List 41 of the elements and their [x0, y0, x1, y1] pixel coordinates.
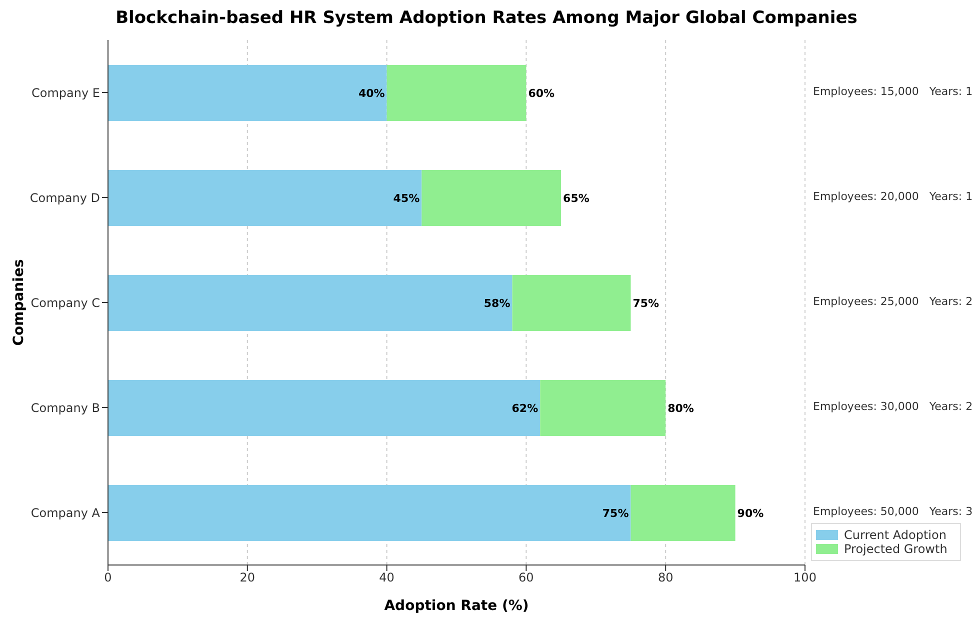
text: Employees: 50,000 Years: 3 [813, 504, 973, 518]
total-label: 80% [668, 402, 694, 415]
x-tick-label: 80 [658, 570, 674, 585]
text: Employees: 25,000 Years: 2 [813, 294, 973, 308]
data-label: 75% [602, 506, 629, 520]
text: Employees: 15,000 Years: 1 [813, 84, 973, 98]
x-axis-title: Adoption Rate (%) [384, 598, 529, 614]
x-tick-label: 100 [794, 570, 816, 585]
bar [108, 380, 540, 436]
total-label: 90% [737, 506, 764, 520]
text: Employees: 30,000 Years: 2 [813, 400, 973, 412]
x-tick-label: 40 [379, 570, 394, 585]
data-label: 62% [512, 402, 538, 415]
bar [386, 65, 526, 121]
y-tick-label: Company A [30, 506, 101, 520]
total-label: 65% [563, 192, 590, 205]
bar [630, 485, 736, 541]
y-tick-label: Company B [30, 400, 100, 415]
legend-label: Current Adoption [844, 528, 946, 542]
bar [512, 275, 631, 331]
y-tick-label: Company C [30, 296, 100, 310]
text: Employees: 20,000 Years: 1 [813, 190, 973, 202]
data-label: 40% [358, 86, 385, 100]
bar [108, 275, 512, 331]
total-label: 60% [528, 86, 555, 100]
y-axis-title: Companies [10, 259, 27, 346]
bar [422, 170, 562, 226]
legend-label: Projected Growth [844, 542, 948, 556]
data-label: 58% [484, 296, 510, 310]
bar [108, 485, 631, 541]
data-label: 45% [393, 192, 420, 205]
x-tick-label: 0 [104, 570, 112, 585]
x-tick-label: 60 [518, 570, 534, 585]
bar [108, 170, 422, 226]
total-label: 75% [632, 296, 660, 310]
chart-title: Blockchain-based HR System Adoption Rates Among Major Global Companies [114, 8, 858, 30]
y-tick-label: Company E [32, 86, 100, 100]
y-tick-label: Company D [30, 190, 100, 205]
x-tick-label: 20 [240, 570, 256, 585]
bar [108, 65, 387, 121]
bar [540, 380, 666, 436]
